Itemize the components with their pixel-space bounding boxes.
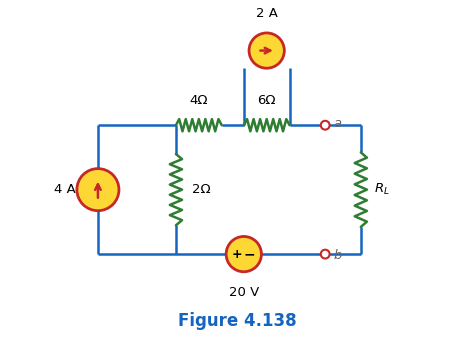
Text: 6Ω: 6Ω xyxy=(257,94,276,107)
Text: 2Ω: 2Ω xyxy=(192,183,211,196)
Text: Figure 4.138: Figure 4.138 xyxy=(178,313,296,330)
Circle shape xyxy=(226,236,262,272)
Text: 20 V: 20 V xyxy=(228,286,259,299)
Text: $R_L$: $R_L$ xyxy=(374,182,390,197)
Text: −: − xyxy=(244,247,255,261)
Text: 4Ω: 4Ω xyxy=(190,94,208,107)
Text: a: a xyxy=(334,117,342,130)
Circle shape xyxy=(321,121,329,130)
Circle shape xyxy=(321,250,329,259)
Text: 2 A: 2 A xyxy=(256,7,278,20)
Text: +: + xyxy=(232,248,242,261)
Circle shape xyxy=(77,169,119,211)
Text: 4 A: 4 A xyxy=(54,183,76,196)
Text: b: b xyxy=(334,249,342,262)
Circle shape xyxy=(249,33,284,68)
